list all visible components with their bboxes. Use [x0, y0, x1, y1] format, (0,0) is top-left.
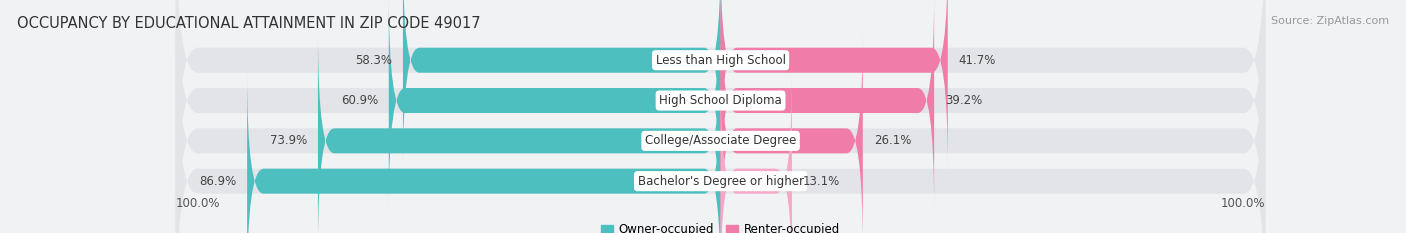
FancyBboxPatch shape: [176, 32, 1265, 233]
FancyBboxPatch shape: [721, 0, 934, 209]
Text: Bachelor's Degree or higher: Bachelor's Degree or higher: [637, 175, 804, 188]
Text: 26.1%: 26.1%: [873, 134, 911, 147]
FancyBboxPatch shape: [389, 0, 721, 209]
FancyBboxPatch shape: [176, 0, 1265, 209]
Text: 86.9%: 86.9%: [200, 175, 236, 188]
Text: 58.3%: 58.3%: [356, 54, 392, 67]
Text: 60.9%: 60.9%: [340, 94, 378, 107]
FancyBboxPatch shape: [176, 0, 1265, 233]
FancyBboxPatch shape: [721, 73, 792, 233]
Text: Source: ZipAtlas.com: Source: ZipAtlas.com: [1271, 16, 1389, 26]
FancyBboxPatch shape: [176, 0, 1265, 233]
Text: High School Diploma: High School Diploma: [659, 94, 782, 107]
Text: 100.0%: 100.0%: [176, 197, 221, 210]
FancyBboxPatch shape: [404, 0, 721, 169]
Text: 100.0%: 100.0%: [1220, 197, 1265, 210]
Text: 73.9%: 73.9%: [270, 134, 307, 147]
Text: College/Associate Degree: College/Associate Degree: [645, 134, 796, 147]
Legend: Owner-occupied, Renter-occupied: Owner-occupied, Renter-occupied: [596, 219, 845, 233]
Text: 39.2%: 39.2%: [945, 94, 983, 107]
FancyBboxPatch shape: [721, 32, 863, 233]
FancyBboxPatch shape: [247, 73, 721, 233]
FancyBboxPatch shape: [318, 32, 721, 233]
FancyBboxPatch shape: [721, 0, 948, 169]
Text: 41.7%: 41.7%: [959, 54, 995, 67]
Text: OCCUPANCY BY EDUCATIONAL ATTAINMENT IN ZIP CODE 49017: OCCUPANCY BY EDUCATIONAL ATTAINMENT IN Z…: [17, 16, 481, 31]
Text: 13.1%: 13.1%: [803, 175, 841, 188]
Text: Less than High School: Less than High School: [655, 54, 786, 67]
